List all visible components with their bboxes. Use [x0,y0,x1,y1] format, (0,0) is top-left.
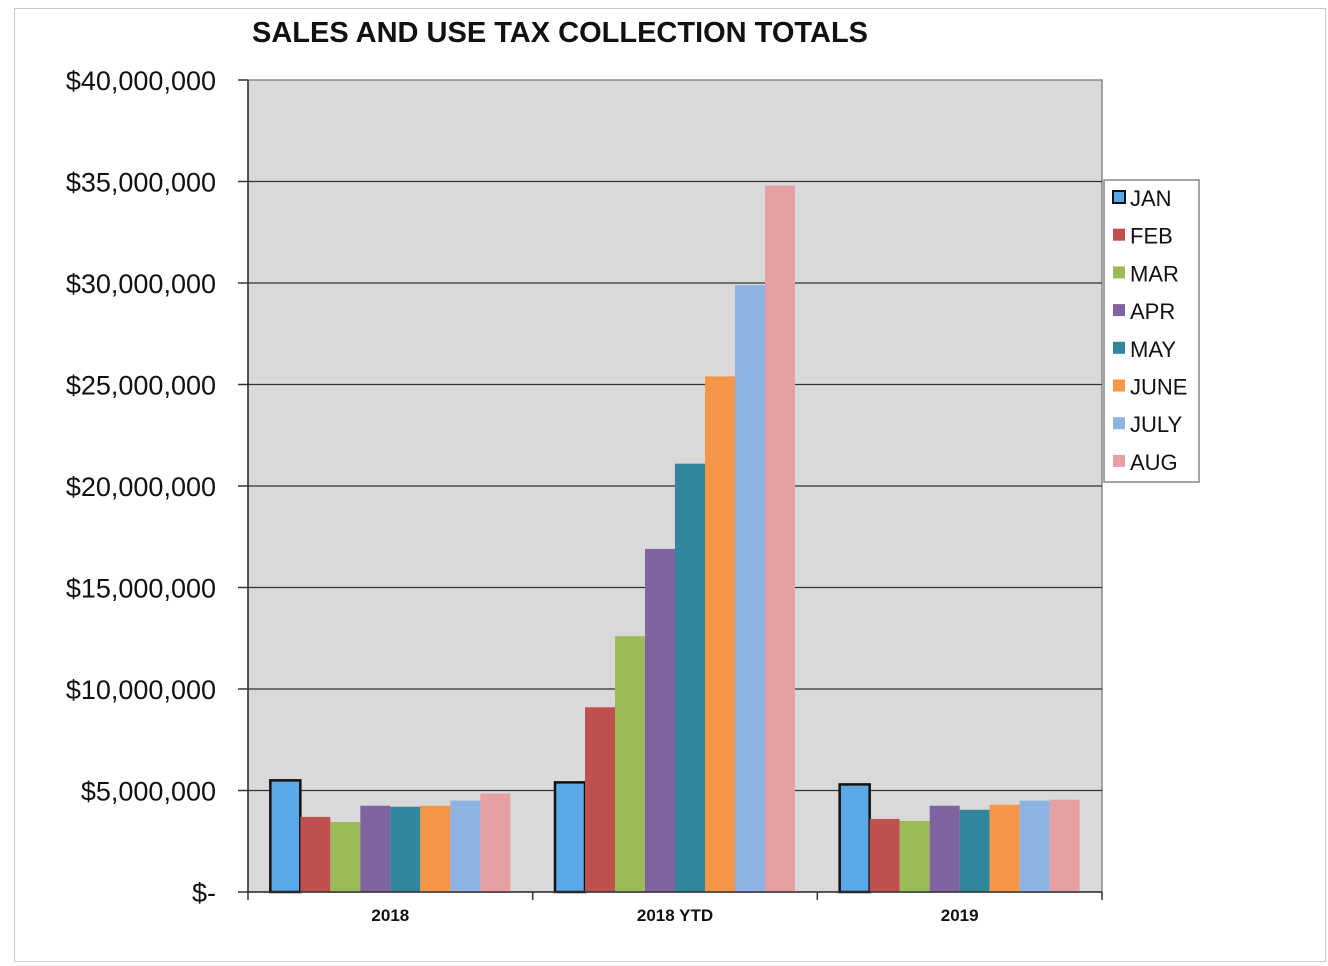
legend-swatch [1113,341,1125,354]
bar-aug-2018 [480,793,511,892]
bar-june-2018 [420,805,451,892]
legend-label: JULY [1130,412,1182,437]
bar-jan-2018 [269,779,302,894]
bar-mar-2019 [899,820,930,892]
x-tick-label: 2018 YTD [637,906,713,925]
bar-may-2018-ytd [675,463,705,892]
bar-july-2019 [1019,800,1050,892]
legend-swatch [1113,417,1125,430]
chart-title: SALES AND USE TAX COLLECTION TOTALS [252,17,868,49]
bars [269,185,1080,894]
bar-july-2018 [450,800,481,892]
y-tick-label: $30,000,000 [66,269,216,299]
bar-mar-2018-ytd [615,636,645,892]
legend-label: JUNE [1130,375,1187,400]
y-tick-label: $20,000,000 [66,472,216,502]
legend-label: MAR [1130,261,1179,286]
bar-jan-2019 [838,783,871,894]
legend-label: JAN [1130,186,1172,211]
y-tick-label: $40,000,000 [66,66,216,96]
bar-feb-2018 [300,816,331,892]
legend-label: MAY [1130,337,1176,362]
chart-frame [14,8,1326,962]
bar-feb-2018-ytd [585,707,615,892]
legend-swatch [1113,228,1125,241]
x-tick-label: 2018 [371,906,409,925]
y-tick-label: $35,000,000 [66,168,216,198]
legend-swatch [1113,304,1125,317]
legend-label: FEB [1130,224,1173,249]
bar-may-2019 [959,809,990,892]
bar-apr-2019 [929,805,960,892]
y-tick-label: $- [192,878,216,908]
y-tick-label: $10,000,000 [66,675,216,705]
legend-swatch [1113,454,1125,467]
y-tick-label: $15,000,000 [66,574,216,604]
x-tick-label: 2019 [941,906,979,925]
bar-aug-2019 [1049,799,1080,892]
legend-label: AUG [1130,450,1178,475]
legend-label: APR [1130,299,1175,324]
y-tick-label: $25,000,000 [66,371,216,401]
bar-jan-2018-ytd [553,781,587,894]
bar-aug-2018-ytd [765,185,795,892]
bar-june-2019 [989,804,1020,892]
bar-mar-2018 [330,821,361,892]
legend: JAN FEB MAR APR MAY JUNE JULY AUG [1103,179,1200,483]
bar-may-2018 [390,806,421,892]
legend-swatch [1112,190,1126,204]
bar-july-2018-ytd [735,285,765,892]
y-axis-ticks: $- $5,000,000 $10,000,000 $15,000,000 $20,00… [66,66,248,908]
bar-feb-2019 [869,818,900,892]
bar-apr-2018 [360,805,391,892]
legend-swatch [1113,379,1125,392]
bar-june-2018-ytd [705,376,735,892]
x-axis-ticks: 2018 2018 YTD 2019 [247,892,1103,925]
bar-apr-2018-ytd [645,548,675,892]
legend-swatch [1113,266,1125,279]
y-tick-label: $5,000,000 [81,777,216,807]
